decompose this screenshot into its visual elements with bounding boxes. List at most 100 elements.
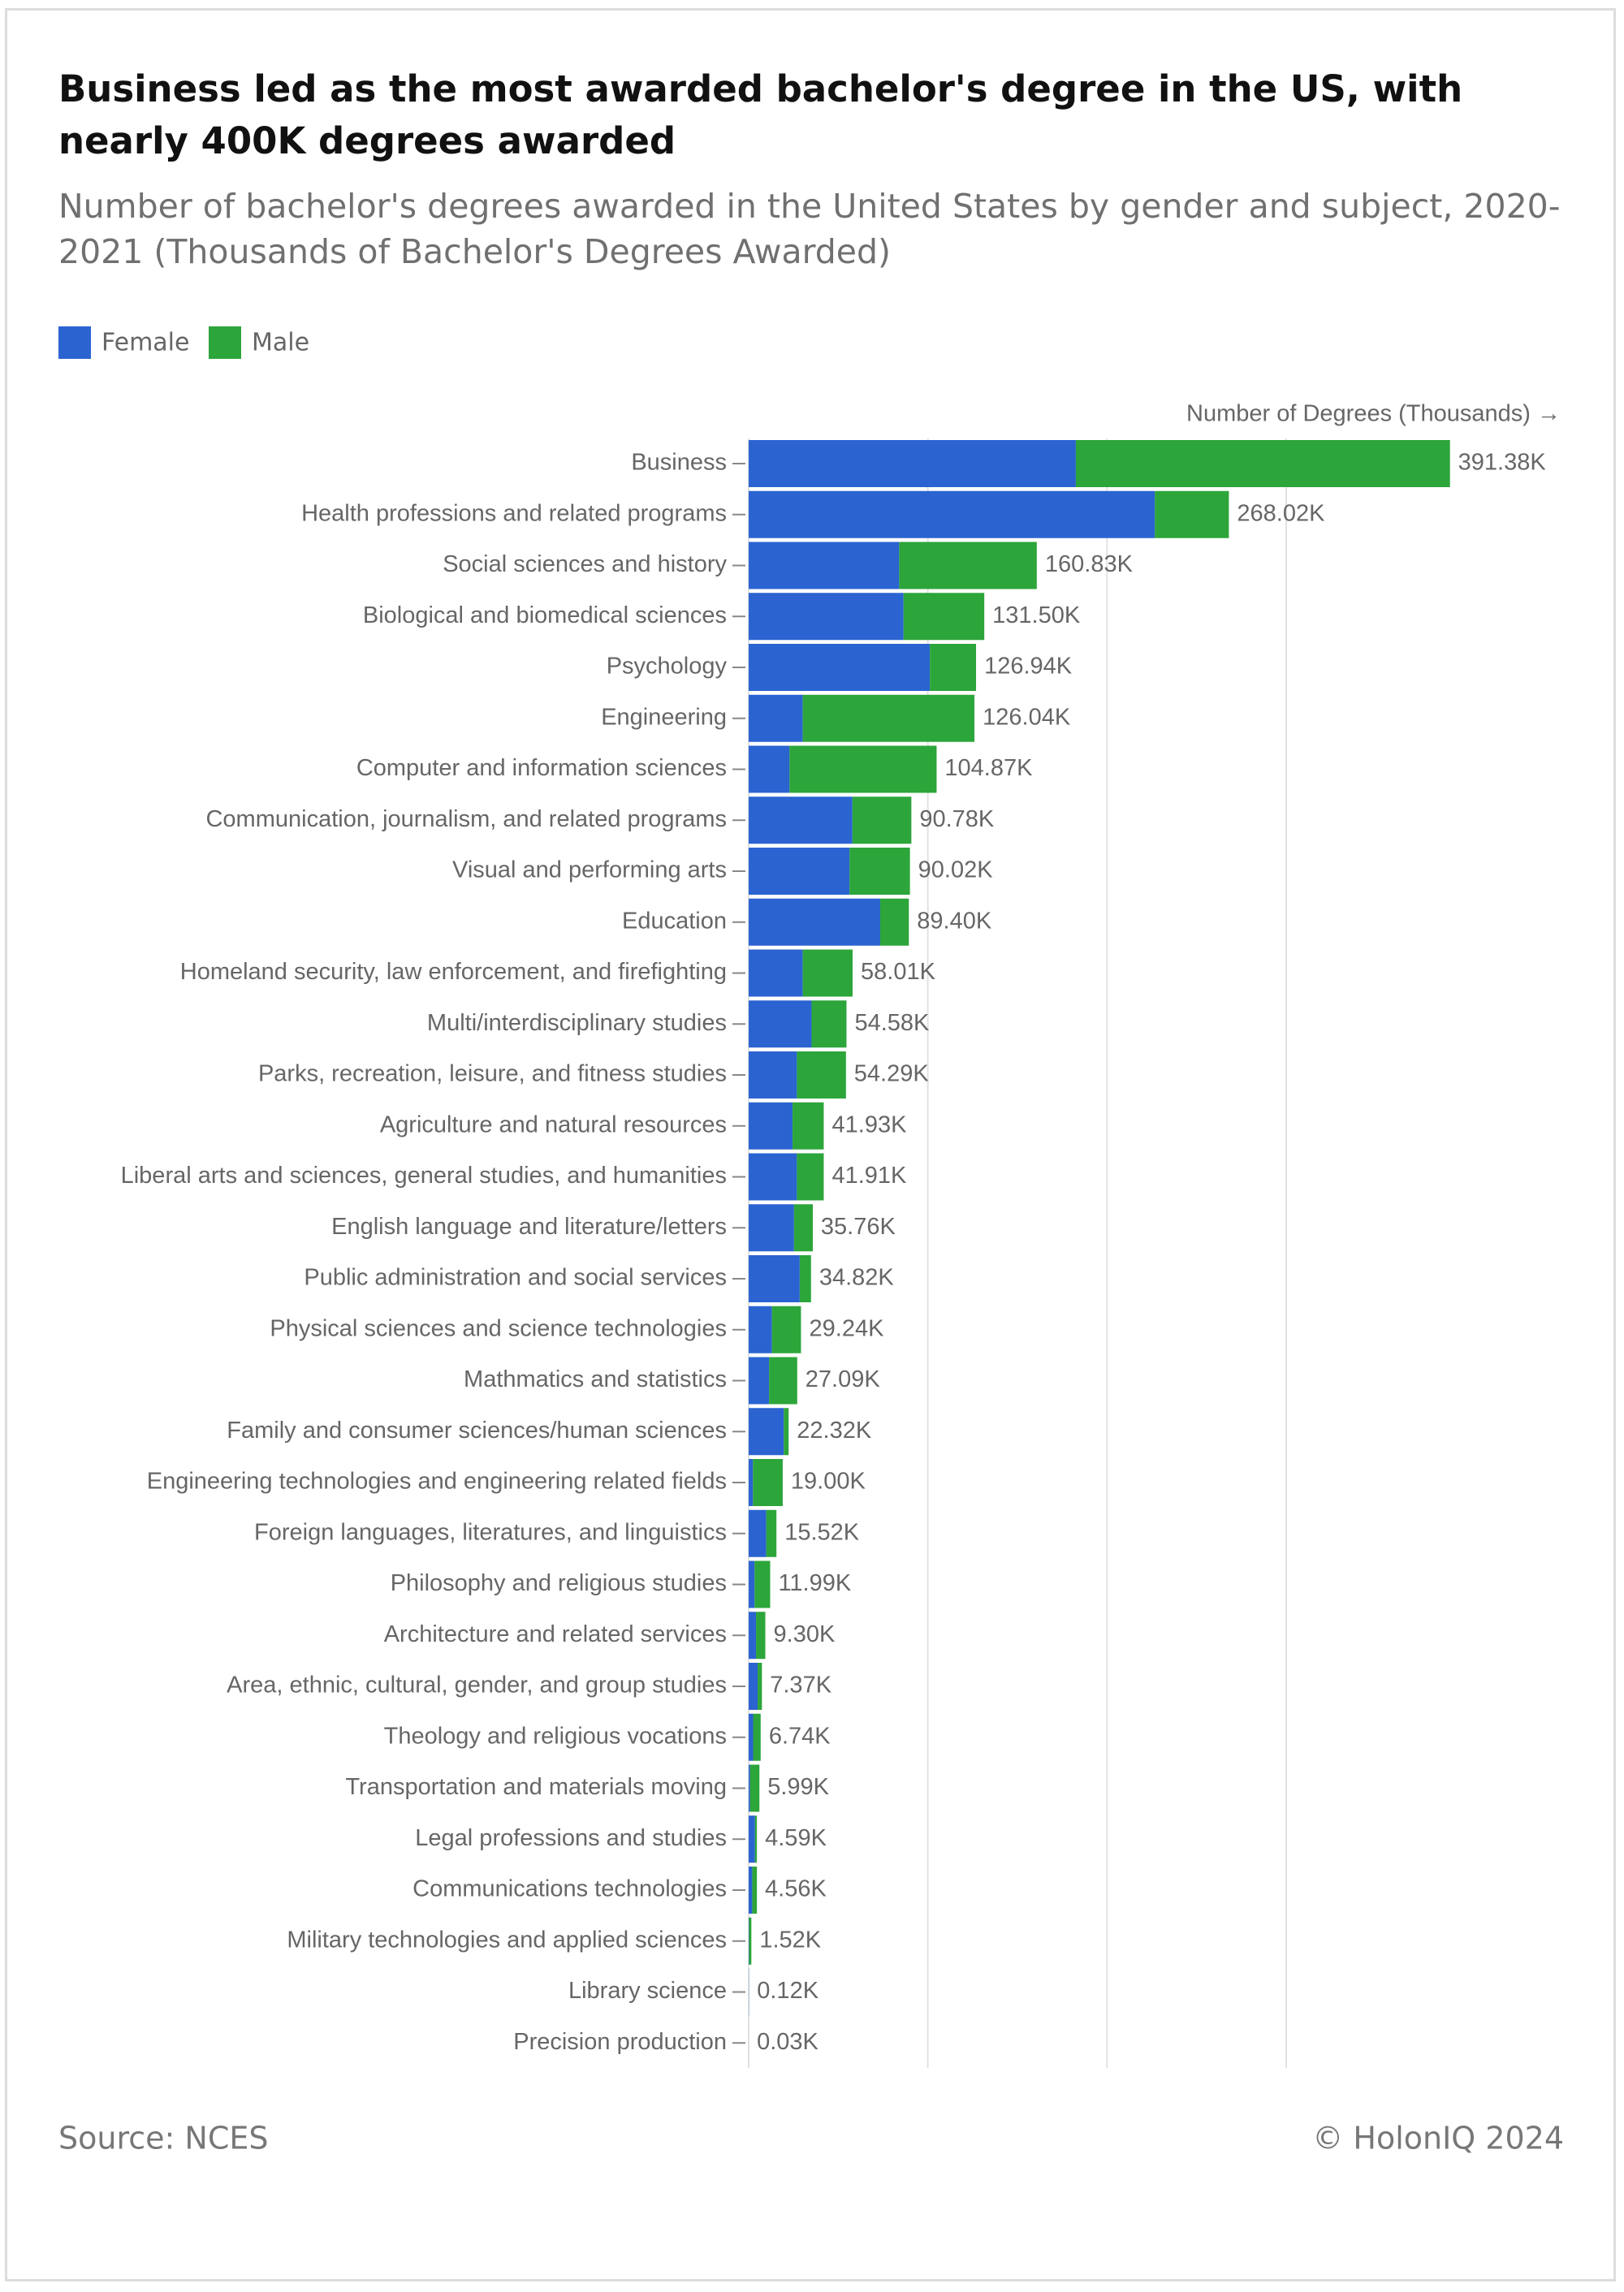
bar-segment [749,1612,757,1660]
card [5,8,1616,2281]
y-tick-label: Computer and information sciences [356,755,727,781]
total-label: 54.29K [854,1061,930,1087]
y-tick-label: Parks, recreation, leisure, and fitness … [258,1061,727,1087]
total-label: 0.12K [757,1978,818,2004]
y-tick-label: Health professions and related programs [301,500,727,526]
legend-swatch [58,326,91,359]
bar-segment [799,1255,811,1302]
bar-segment [749,1153,797,1201]
bar-segment [749,644,931,691]
y-tick-label: Engineering [601,704,727,730]
y-tick-label: Liberal arts and sciences, general studi… [121,1163,727,1189]
total-label: 126.04K [983,704,1071,730]
x-axis-label: Number of Degrees (Thousands) → [1186,401,1561,427]
bar-segment [793,1204,813,1252]
bar-segment [802,949,853,997]
bar-segment [749,848,850,895]
y-tick-label: Visual and performing arts [452,857,727,883]
y-tick-label: Agriculture and natural resources [380,1111,727,1137]
total-label: 11.99K [778,1570,851,1596]
bar-segment [899,542,1037,589]
y-tick-label: Family and consumer sciences/human scien… [227,1418,727,1444]
total-label: 34.82K [819,1265,895,1291]
total-label: 41.91K [831,1163,907,1189]
bar-segment [749,796,853,844]
bar-segment [1075,440,1450,487]
bar-segment [797,1051,846,1099]
bar-segment [749,1357,770,1405]
total-label: 89.40K [917,908,992,934]
bar-segment [852,796,912,844]
bar-segment [752,1867,758,1914]
bar-segment [766,1509,777,1557]
total-label: 5.99K [767,1774,829,1800]
legend-label: Male [252,329,309,357]
y-tick-label: Physical sciences and science technologi… [270,1315,727,1341]
chart-subtitle: Number of bachelor's degrees awarded in … [58,187,1561,271]
bar-segment [749,1000,812,1048]
y-tick-label: English language and literature/letters [331,1214,727,1240]
y-tick-label: Education [622,908,727,934]
total-label: 160.83K [1045,551,1134,577]
bar-segment [753,1459,783,1506]
total-label: 90.02K [918,857,994,883]
total-label: 0.03K [757,2029,818,2055]
y-tick-label: Transportation and materials moving [345,1774,727,1800]
bar-segment [802,694,975,742]
total-label: 268.02K [1237,500,1325,526]
total-label: 4.56K [765,1876,827,1902]
y-tick-label: Philosophy and religious studies [391,1570,727,1596]
bar-segment [754,1815,758,1863]
total-label: 27.09K [806,1366,881,1392]
bar-segment [811,1000,847,1048]
total-label: 391.38K [1458,450,1547,476]
legend-swatch [209,326,241,359]
bar-segment [749,949,803,997]
y-tick-label: Precision production [513,2029,727,2055]
bar-segment [749,593,904,641]
bar-segment [1155,490,1229,538]
total-label: 4.59K [765,1825,827,1851]
bar-segment [749,1713,754,1761]
total-label: 7.37K [770,1673,831,1698]
bar-segment [849,848,910,895]
bar-segment [749,1867,753,1914]
total-label: 29.24K [810,1315,885,1341]
y-tick-label: Public administration and social service… [304,1265,727,1291]
bar-segment [749,1459,754,1506]
total-label: 41.93K [832,1111,908,1137]
y-tick-label: Architecture and related services [384,1621,727,1647]
y-tick-label: Legal professions and studies [415,1825,727,1851]
y-tick-label: Social sciences and history [443,551,727,577]
y-tick-label: Area, ethnic, cultural, gender, and grou… [227,1673,727,1698]
y-tick-label: Mathmatics and statistics [464,1366,727,1392]
bar-segment [749,1051,797,1099]
bar-segment [753,1713,761,1761]
total-label: 1.52K [759,1927,821,1953]
bar-segment [749,490,1155,538]
credit: © HolonIQ 2024 [1312,2121,1564,2156]
bar-segment [749,1255,800,1302]
bar-segment [749,440,1076,487]
bar-segment [793,1102,824,1150]
bar-segment [749,1102,793,1150]
total-label: 104.87K [944,755,1033,781]
bar-segment [749,898,880,946]
total-label: 22.32K [797,1418,872,1444]
bar-segment [797,1153,824,1201]
total-label: 6.74K [769,1723,831,1749]
bar-segment [749,1306,772,1353]
bar-segment [789,745,937,793]
chart-title: Business led as the most awarded bachelo… [58,67,1463,162]
total-label: 126.94K [984,654,1073,680]
bar-segment [749,1408,784,1456]
bar-segment [749,1917,752,1965]
bar-segment [756,1612,766,1660]
bar-segment [749,745,790,793]
y-tick-label: Psychology [607,654,728,680]
bar-segment [879,898,909,946]
y-tick-label: Military technologies and applied scienc… [287,1927,727,1953]
total-label: 15.52K [784,1519,860,1545]
y-tick-label: Multi/interdisciplinary studies [427,1010,727,1036]
